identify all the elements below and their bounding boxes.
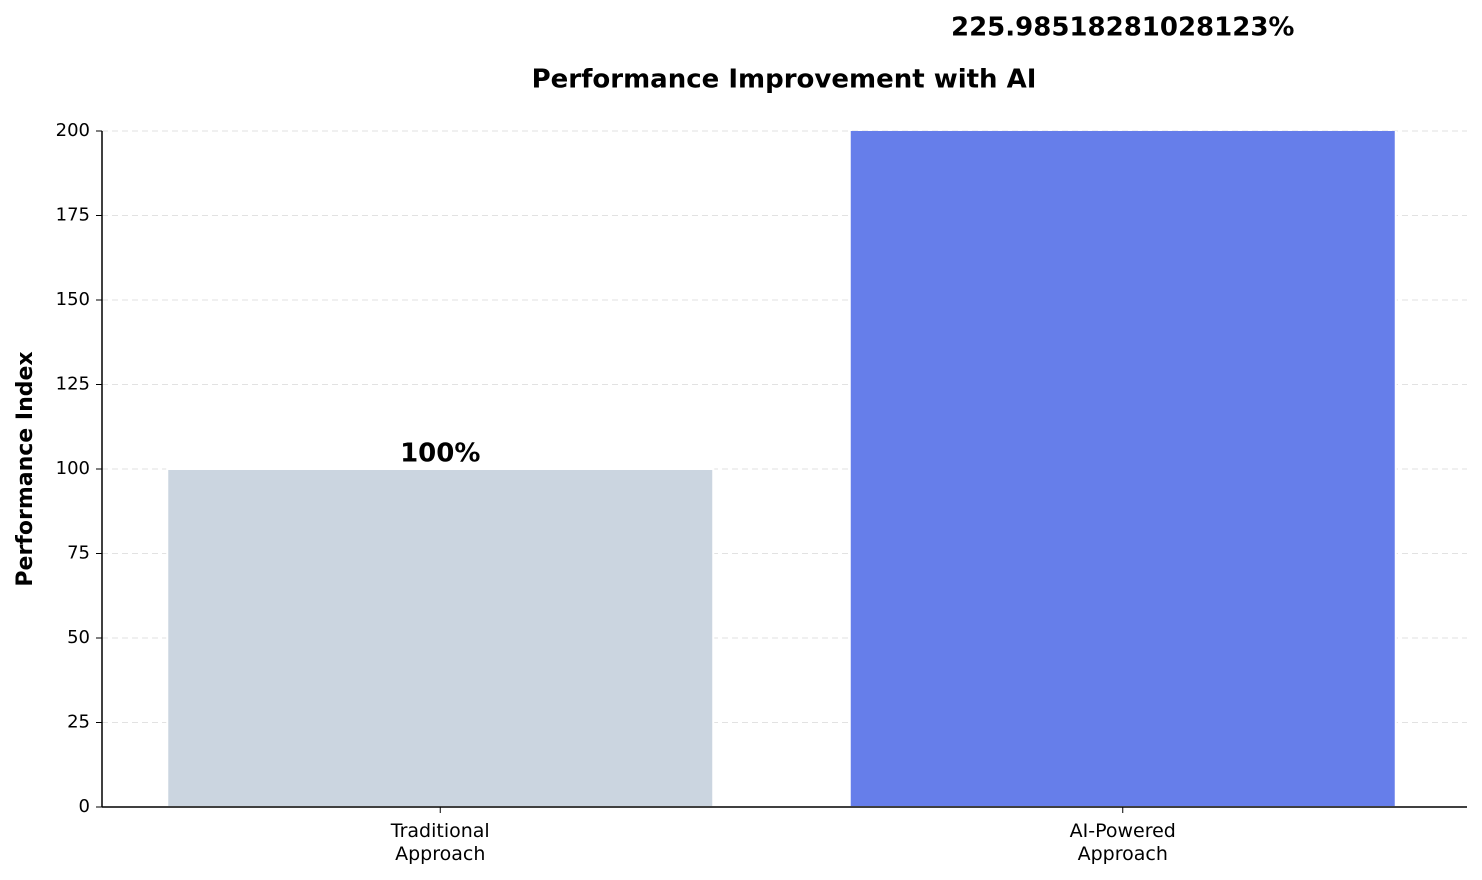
y-axis-label: Performance Index [13,351,38,586]
y-tick-label: 200 [56,120,90,141]
chart-title: Performance Improvement with AI [532,65,1037,95]
y-tick-label: 50 [67,627,90,648]
y-tick-label: 0 [79,796,90,817]
x-tick-label: AI-Powered Approach [1069,820,1176,865]
y-tick-label: 25 [67,712,90,733]
y-tick-label: 75 [67,543,90,564]
bar [848,131,1397,807]
y-tick-label: 150 [56,289,90,310]
x-tick-label: Traditional Approach [390,820,490,865]
bar [166,468,715,807]
y-tick-label: 125 [56,374,90,395]
y-tick-label: 100 [56,458,90,479]
value-label: 225.98518281028123% [951,13,1294,43]
y-tick-label: 175 [56,205,90,226]
value-label: 100% [400,439,480,469]
